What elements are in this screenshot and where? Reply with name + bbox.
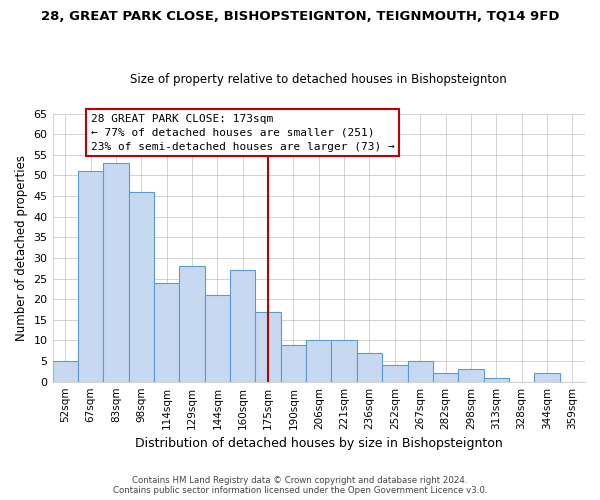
Bar [382,365,407,382]
Bar [407,361,433,382]
Text: Contains HM Land Registry data © Crown copyright and database right 2024.
Contai: Contains HM Land Registry data © Crown c… [113,476,487,495]
Bar [205,295,230,382]
Bar [53,361,78,382]
Bar [179,266,205,382]
Bar [256,312,281,382]
Bar [154,282,179,382]
Bar [281,344,306,382]
Text: 28 GREAT PARK CLOSE: 173sqm
← 77% of detached houses are smaller (251)
23% of se: 28 GREAT PARK CLOSE: 173sqm ← 77% of det… [91,114,394,152]
Y-axis label: Number of detached properties: Number of detached properties [15,154,28,340]
Bar [331,340,357,382]
Bar [458,370,484,382]
Bar [534,374,560,382]
Bar [78,172,103,382]
Bar [357,353,382,382]
Bar [433,374,458,382]
Bar [128,192,154,382]
Title: Size of property relative to detached houses in Bishopsteignton: Size of property relative to detached ho… [130,73,507,86]
Text: 28, GREAT PARK CLOSE, BISHOPSTEIGNTON, TEIGNMOUTH, TQ14 9FD: 28, GREAT PARK CLOSE, BISHOPSTEIGNTON, T… [41,10,559,23]
Bar [230,270,256,382]
X-axis label: Distribution of detached houses by size in Bishopsteignton: Distribution of detached houses by size … [135,437,503,450]
Bar [103,163,128,382]
Bar [484,378,509,382]
Bar [306,340,331,382]
